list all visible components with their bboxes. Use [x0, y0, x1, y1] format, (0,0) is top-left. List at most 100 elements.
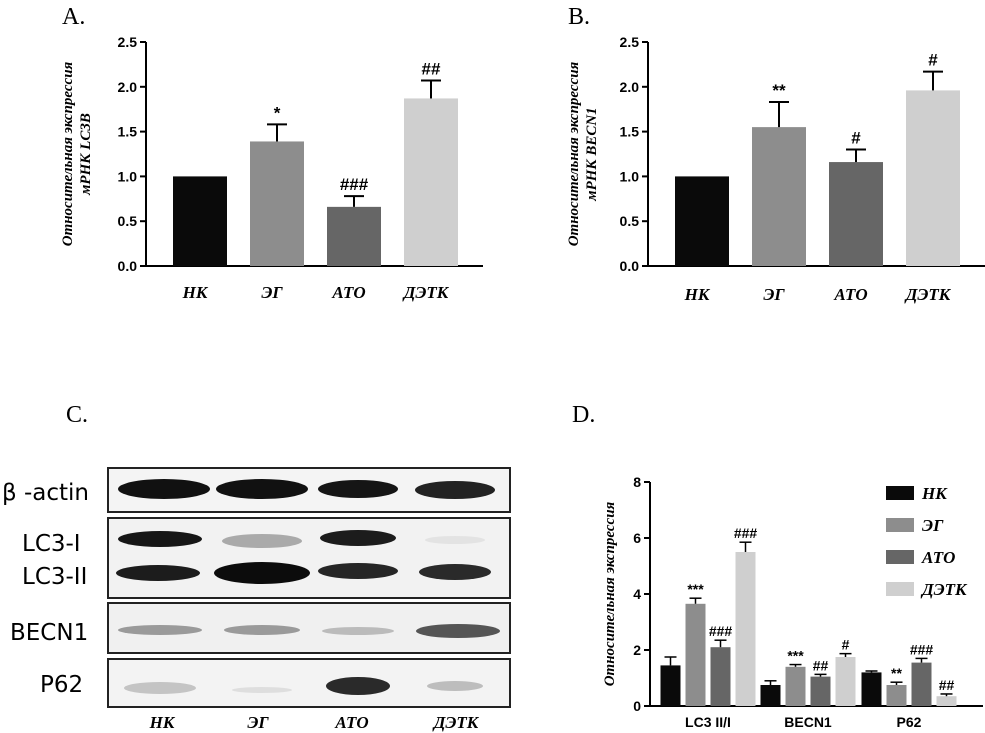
significance-label: **: [891, 665, 902, 681]
blot-lane-label: НК: [149, 713, 176, 732]
y-tick-label: 0.0: [620, 258, 640, 274]
y-axis-label: Относительная экспрессия: [60, 61, 76, 246]
bar: [911, 662, 932, 706]
significance-label: ##: [813, 657, 829, 673]
blot-band: [216, 479, 308, 499]
y-tick-label: 2.0: [620, 79, 640, 95]
blot-lane-label: ДЭТК: [432, 713, 480, 732]
category-label: НК: [182, 283, 209, 302]
significance-label: ###: [340, 175, 369, 194]
blot-band: [222, 534, 302, 548]
blot-label-lc3-ii: LC3-II: [22, 564, 87, 590]
panel-letter-b: B.: [568, 4, 590, 30]
y-tick-label: 1.5: [118, 124, 138, 140]
blot-band: [118, 625, 202, 635]
bar: [660, 665, 681, 706]
legend-swatch: [886, 550, 914, 564]
significance-label: *: [274, 103, 281, 122]
blot-band: [416, 624, 500, 638]
bar: [735, 552, 756, 706]
blot-box-lc3: [107, 517, 511, 599]
bar: [810, 676, 831, 706]
blot-lane-label: АТО: [334, 713, 368, 732]
blot-band: [118, 479, 210, 499]
blot-band: [427, 681, 483, 691]
bar: [835, 657, 856, 706]
blot-band: [116, 565, 200, 581]
legend-swatch: [886, 486, 914, 500]
category-label: ДЭТК: [904, 285, 952, 304]
blot-band: [320, 530, 396, 546]
bar: [710, 647, 731, 706]
significance-label: ###: [910, 641, 934, 657]
chart-b: 0.0 0.5 1.0 1.5 2.0 2.5 Относительная экспресс…: [566, 34, 985, 304]
blot-band: [224, 625, 300, 635]
y-tick-label: 2.5: [620, 34, 640, 50]
bar: [173, 176, 227, 266]
western-blot: β -actin LC3-I LC3-II BECN1 P62 НК: [2, 467, 511, 732]
y-tick-label: 6: [633, 530, 641, 546]
y-tick-label: 0.5: [620, 213, 640, 229]
blot-lane-label: ЭГ: [247, 713, 269, 732]
bar: [760, 685, 781, 706]
blot-band: [425, 536, 485, 544]
blot-band: [318, 563, 398, 579]
y-axis-label: мРНК BECN1: [584, 107, 600, 201]
y-tick-label: 0.0: [118, 258, 138, 274]
bar: [906, 90, 960, 266]
y-tick-label: 0.5: [118, 213, 138, 229]
significance-label: **: [772, 81, 786, 100]
blot-label-actin: β -actin: [2, 480, 89, 506]
blot-band: [124, 682, 196, 694]
panel-letter-c: C.: [66, 402, 88, 428]
blot-band: [232, 687, 292, 693]
significance-label: #: [851, 129, 861, 148]
blot-label-lc3-i: LC3-I: [22, 531, 81, 557]
y-tick-label: 4: [633, 586, 641, 602]
y-tick-label: 2.0: [118, 79, 138, 95]
blot-band: [419, 564, 491, 580]
category-label: АТО: [833, 285, 867, 304]
y-tick-label: 2.5: [118, 34, 138, 50]
bar: [886, 685, 907, 706]
bar: [752, 127, 806, 267]
y-axis-label: Относительная экспрессия: [566, 61, 582, 246]
bar: [675, 176, 729, 266]
category-label: P62: [897, 714, 922, 730]
significance-label: ***: [787, 648, 804, 664]
category-label: BECN1: [784, 714, 832, 730]
blot-band: [118, 531, 202, 547]
category-label: АТО: [331, 283, 365, 302]
blot-band: [214, 562, 310, 584]
panel-letter-d: D.: [572, 402, 595, 428]
significance-label: ###: [734, 525, 758, 541]
blot-band: [322, 627, 394, 635]
bar: [861, 672, 882, 706]
bar: [936, 696, 957, 706]
significance-label: ###: [709, 623, 733, 639]
legend-label: ДЭТК: [920, 580, 968, 599]
category-label: ЭГ: [261, 283, 283, 302]
y-axis-label: мРНК LC3B: [78, 113, 94, 196]
chart-a: 0.0 0.5 1.0 1.5 2.0 2.5 Относительная экспресс…: [60, 34, 483, 302]
panel-letter-a: A.: [62, 4, 85, 30]
legend-swatch: [886, 518, 914, 532]
blot-label-p62: P62: [40, 672, 83, 698]
bar: [404, 98, 458, 266]
bar: [327, 206, 381, 266]
category-label: НК: [684, 285, 711, 304]
blot-band: [415, 481, 495, 499]
significance-label: #: [842, 637, 850, 653]
significance-label: #: [928, 51, 938, 70]
y-axis-label: Относительная экспрессия: [602, 501, 618, 686]
y-tick-label: 1.5: [620, 124, 640, 140]
category-label: ЭГ: [763, 285, 785, 304]
bar: [250, 141, 304, 266]
y-tick-label: 1.0: [118, 168, 138, 184]
y-tick-label: 0: [633, 698, 641, 714]
legend-label: АТО: [921, 548, 955, 567]
bar: [785, 666, 806, 706]
legend-label: ЭГ: [922, 516, 944, 535]
